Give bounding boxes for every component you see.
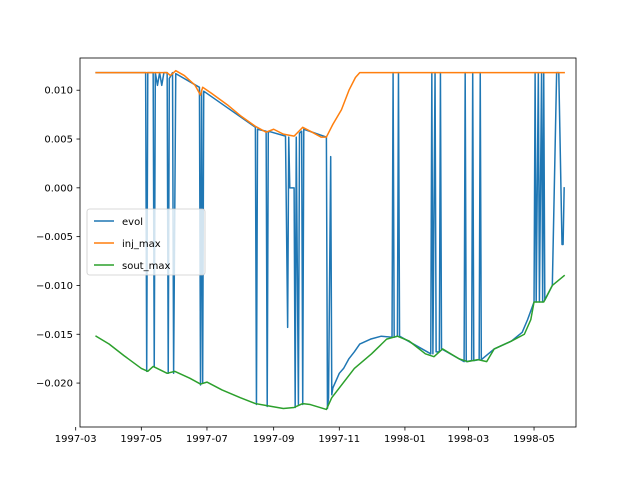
series-line-evol — [95, 71, 565, 410]
y-tick-label: −0.005 — [36, 232, 73, 243]
plot-lines — [95, 69, 566, 411]
axes-border — [79, 57, 577, 428]
x-tick-label: 1998-01 — [384, 434, 426, 445]
x-tick-label: 1998-05 — [513, 434, 555, 445]
axes-frame — [79, 57, 577, 428]
x-tick-label: 1997-09 — [253, 434, 295, 445]
y-tick-label: 0.010 — [44, 86, 73, 97]
series-line-sout-max — [95, 274, 566, 411]
x-tick-label: 1997-07 — [186, 434, 228, 445]
x-axis: 1997-03 1997-05 1997-07 1997-09 1997-11 1998-… — [55, 427, 555, 445]
legend-box — [86, 208, 206, 276]
legend-label-inj-max: inj_max — [122, 239, 161, 250]
legend: evol inj_max sout_max — [86, 208, 206, 276]
x-tick-label: 1997-05 — [120, 434, 162, 445]
x-tick-label: 1997-03 — [55, 434, 97, 445]
y-tick-label: 0.005 — [44, 135, 73, 146]
y-tick-label: −0.020 — [36, 379, 73, 390]
x-tick-label: 1997-11 — [318, 434, 360, 445]
x-tick-label: 1998-03 — [448, 434, 490, 445]
series-line-inj-max — [95, 69, 565, 138]
y-tick-label: −0.010 — [36, 281, 73, 292]
y-tick-label: 0.000 — [44, 183, 73, 194]
legend-label-sout-max: sout_max — [122, 261, 170, 272]
y-axis: 0.010 0.005 0.000 −0.005 −0.010 −0.015 −0.020 — [36, 86, 80, 390]
y-tick-label: −0.015 — [36, 330, 73, 341]
legend-label-evol: evol — [122, 217, 143, 228]
